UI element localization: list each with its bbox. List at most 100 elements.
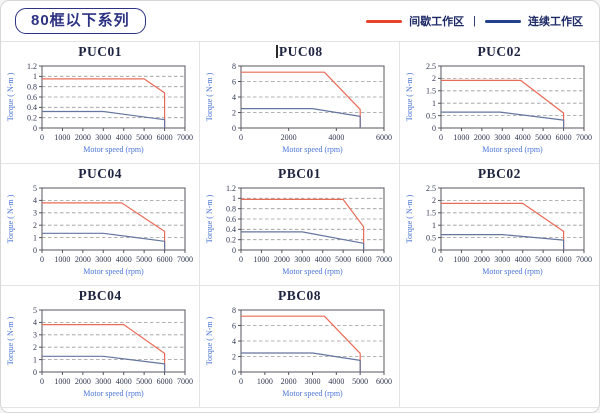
- svg-text:1.5: 1.5: [426, 87, 436, 96]
- svg-text:6: 6: [232, 77, 236, 86]
- svg-text:0: 0: [239, 255, 243, 264]
- svg-text:7000: 7000: [576, 133, 592, 142]
- svg-text:1: 1: [33, 233, 37, 242]
- svg-text:1.2: 1.2: [226, 184, 236, 193]
- svg-text:4000: 4000: [329, 133, 345, 142]
- chart-cell-puc01: PUC01 0 0.2 0.4 0.6 0.8 1 1.2 0 1000 2000 3000 4000…: [1, 42, 201, 164]
- chart-cell-puc08: PUC08 0 2 4 6 8 0 2000 4000 6000 Motor speed (rpm…: [200, 42, 400, 164]
- svg-text:2000: 2000: [274, 255, 290, 264]
- svg-text:0: 0: [232, 124, 236, 133]
- svg-text:0.6: 0.6: [27, 93, 37, 102]
- svg-text:1.2: 1.2: [27, 62, 37, 71]
- chart-grid: PUC01 0 0.2 0.4 0.6 0.8 1 1.2 0 1000 2000 3000 4000…: [1, 42, 599, 408]
- legend-separator: |: [473, 15, 476, 27]
- chart-puc01: 0 0.20.40.6 0.811.2 0 1000 2000 3000 4000 5000 60…: [6, 62, 193, 154]
- svg-text:Torque ( N-m ): Torque ( N-m ): [205, 194, 214, 243]
- svg-text:6000: 6000: [356, 255, 372, 264]
- svg-text:1000: 1000: [55, 377, 71, 386]
- chart-pbc01: 0 0.20.40.6 0.811.2 0 1000 2000 3000 4000 5000 60…: [205, 184, 392, 276]
- svg-text:3000: 3000: [295, 255, 311, 264]
- svg-text:1: 1: [33, 355, 37, 364]
- svg-text:1: 1: [232, 194, 236, 203]
- chart-title: PUC02: [477, 44, 522, 59]
- legend: 间歇工作区 | 连续工作区: [366, 13, 583, 29]
- svg-text:5: 5: [33, 184, 37, 193]
- svg-text:Torque ( N-m ): Torque ( N-m ): [405, 194, 414, 243]
- intermittent-zone-line-swatch: [366, 19, 403, 23]
- empty-cell: [399, 286, 599, 408]
- svg-text:2000: 2000: [75, 255, 91, 264]
- svg-text:0: 0: [239, 133, 243, 142]
- header: 80框以下系列 间歇工作区 | 连续工作区: [1, 1, 599, 42]
- svg-text:7000: 7000: [376, 255, 392, 264]
- svg-text:6000: 6000: [556, 255, 572, 264]
- svg-text:0: 0: [40, 133, 44, 142]
- svg-text:Motor speed (rpm): Motor speed (rpm): [283, 267, 344, 276]
- svg-text:2: 2: [432, 196, 436, 205]
- svg-text:7000: 7000: [177, 377, 193, 386]
- chart-title: PBC01: [277, 166, 321, 181]
- svg-text:0: 0: [33, 368, 37, 377]
- svg-text:2.5: 2.5: [426, 184, 436, 193]
- svg-text:5000: 5000: [353, 377, 369, 386]
- chart-title: PBC04: [78, 288, 122, 303]
- series-title: 80框以下系列: [31, 12, 130, 29]
- chart-title: PUC04: [78, 166, 123, 181]
- svg-text:5000: 5000: [136, 255, 152, 264]
- svg-text:1: 1: [432, 99, 436, 108]
- svg-text:Torque ( N-m ): Torque ( N-m ): [6, 194, 15, 243]
- svg-text:Motor speed (rpm): Motor speed (rpm): [83, 267, 144, 276]
- svg-text:6000: 6000: [376, 377, 392, 386]
- svg-text:0.4: 0.4: [226, 225, 236, 234]
- svg-text:4000: 4000: [515, 133, 531, 142]
- svg-text:2: 2: [33, 343, 37, 352]
- svg-text:0.2: 0.2: [226, 235, 236, 244]
- text-cursor-artifact: [276, 45, 278, 58]
- svg-text:1000: 1000: [454, 133, 470, 142]
- svg-text:0: 0: [439, 133, 443, 142]
- svg-text:0.4: 0.4: [27, 103, 37, 112]
- chart-puc08: 0 2 4 6 8 0 2000 4000 6000 Motor speed (rpm) Torqu…: [205, 62, 392, 154]
- svg-text:2: 2: [432, 74, 436, 83]
- svg-text:Motor speed (rpm): Motor speed (rpm): [483, 145, 544, 154]
- continuous-zone-label: 连续工作区: [528, 16, 583, 28]
- svg-text:6: 6: [232, 321, 236, 330]
- svg-text:Torque ( N-m ): Torque ( N-m ): [205, 72, 214, 121]
- svg-text:Torque ( N-m ): Torque ( N-m ): [6, 316, 15, 365]
- svg-text:0.8: 0.8: [27, 82, 37, 91]
- svg-text:2000: 2000: [75, 377, 91, 386]
- continuous-zone-line-swatch: [485, 19, 521, 23]
- svg-text:5000: 5000: [535, 255, 551, 264]
- svg-text:4: 4: [232, 93, 236, 102]
- svg-text:5000: 5000: [336, 255, 352, 264]
- svg-text:4000: 4000: [329, 377, 345, 386]
- svg-text:0: 0: [33, 246, 37, 255]
- svg-text:6000: 6000: [556, 133, 572, 142]
- svg-text:1: 1: [432, 221, 436, 230]
- svg-text:Motor speed (rpm): Motor speed (rpm): [483, 267, 544, 276]
- chart-cell-puc02: PUC02 0 0.5 1 1.5 2 2.5 0 1000 2000 3000 4000 5000 6…: [399, 42, 599, 164]
- svg-text:4: 4: [33, 318, 37, 327]
- svg-text:0: 0: [40, 255, 44, 264]
- chart-puc02: 0 0.5 1 1.5 2 2.5 0 1000 2000 3000 4000 5000 6000 700…: [405, 62, 592, 154]
- svg-text:0: 0: [432, 124, 436, 133]
- svg-text:1000: 1000: [257, 377, 273, 386]
- svg-text:0.6: 0.6: [226, 215, 236, 224]
- svg-text:0: 0: [232, 368, 236, 377]
- svg-text:0: 0: [40, 377, 44, 386]
- svg-text:Torque ( N-m ): Torque ( N-m ): [405, 72, 414, 121]
- svg-text:Motor speed (rpm): Motor speed (rpm): [83, 145, 144, 154]
- svg-text:4000: 4000: [515, 255, 531, 264]
- chart-cell-puc04: PUC04 0 1 2 3 4 5 0 1000 2000 3000 4000 5000 6000 700…: [1, 164, 201, 286]
- svg-text:Motor speed (rpm): Motor speed (rpm): [83, 389, 144, 398]
- svg-text:3: 3: [33, 331, 37, 340]
- svg-text:2: 2: [33, 221, 37, 230]
- svg-text:1000: 1000: [254, 255, 270, 264]
- svg-text:2000: 2000: [281, 377, 297, 386]
- svg-text:4: 4: [33, 196, 37, 205]
- svg-text:2000: 2000: [75, 133, 91, 142]
- svg-text:3000: 3000: [95, 133, 111, 142]
- chart-title: PBC08: [277, 288, 321, 303]
- svg-text:2000: 2000: [474, 133, 490, 142]
- svg-text:0: 0: [232, 246, 236, 255]
